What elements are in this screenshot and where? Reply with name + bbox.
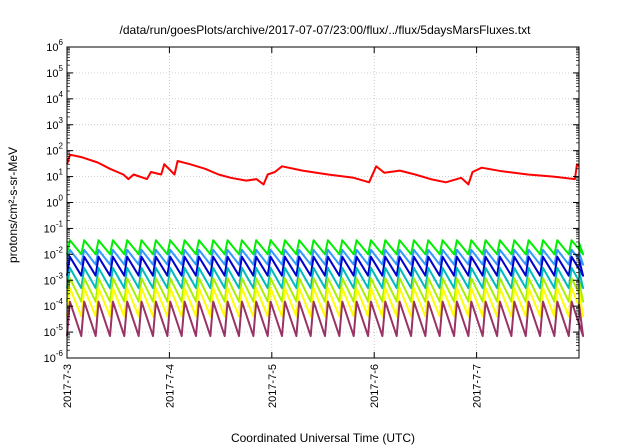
x-tick-label: 2017-7-5 (267, 364, 279, 408)
series-line-5 (66, 277, 585, 303)
y-tick-label: 10-3 (44, 271, 64, 287)
y-tick-label: 106 (46, 38, 63, 54)
y-axis-label: protons/cm²-s-sr-MeV (6, 147, 20, 263)
y-tick-label: 100 (46, 194, 63, 210)
series-line-3 (66, 255, 585, 277)
x-tick-label: 2017-7-4 (164, 364, 176, 408)
x-tick-label: 2017-7-6 (369, 364, 381, 408)
y-tick-label: 10-5 (44, 323, 64, 339)
x-axis-ticks: 2017-7-3 2017-7-4 2017-7-5 2017-7-6 2017-7-7 (62, 47, 484, 408)
series-group (66, 153, 585, 338)
series-line-0 (66, 153, 580, 186)
x-tick-label: 2017-7-7 (472, 364, 484, 408)
y-tick-label: 104 (46, 90, 63, 106)
y-tick-label: 101 (46, 168, 63, 184)
y-tick-label: 10-1 (44, 219, 64, 235)
y-tick-label: 10-4 (44, 297, 64, 313)
chart-title: /data/run/goesPlots/archive/2017-07-07/2… (120, 23, 532, 37)
x-tick-label: 2017-7-3 (62, 364, 74, 408)
x-axis-label: Coordinated Universal Time (UTC) (231, 431, 415, 445)
series-line-7 (66, 300, 585, 338)
y-tick-label: 105 (46, 64, 63, 80)
y-tick-label: 102 (46, 142, 63, 158)
series-line-6 (66, 287, 585, 318)
series-line-1 (66, 239, 585, 256)
y-tick-label: 10-2 (44, 245, 64, 261)
y-tick-label: 103 (46, 116, 63, 132)
y-tick-label: 10-6 (44, 349, 64, 365)
series-line-2 (66, 248, 585, 266)
series-line-4 (66, 266, 585, 290)
